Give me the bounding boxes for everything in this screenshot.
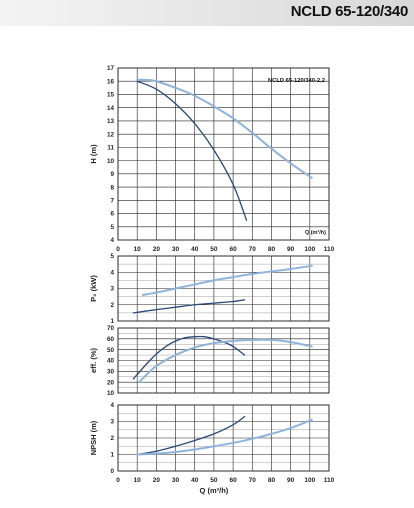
y-axis-label: P₂ (kW): [89, 275, 98, 302]
y-tick-label: 17: [107, 65, 115, 72]
series-line-dark: [136, 415, 246, 456]
y-tick-label: 13: [107, 118, 115, 125]
inner-x-label: Q (m³/h): [305, 229, 326, 236]
plot-frame: [117, 255, 330, 322]
series-line-light: [141, 264, 313, 296]
x-tick-label: 40: [191, 246, 199, 253]
plot-area: [118, 68, 329, 240]
power-chart: 1 2 3 4 5 P₂ (kW): [89, 253, 330, 325]
y-tick-label: 9: [110, 171, 114, 178]
y-tick-label: 1: [110, 318, 114, 325]
y-tick-label: 10: [107, 390, 115, 397]
x-tick-label: 50: [210, 246, 218, 253]
y-tick-label: 2: [110, 435, 114, 442]
y-tick-label: 14: [107, 105, 115, 112]
x-tick-label: 20: [153, 477, 161, 484]
y-tick-label: 60: [107, 336, 115, 343]
x-tick-label: 60: [229, 246, 237, 253]
y-tick-label: 16: [107, 78, 115, 85]
header-band: [0, 0, 414, 26]
x-tick-label: 0: [116, 246, 120, 253]
y-axis-label: NPSH (m): [89, 420, 98, 455]
model-title: NCLD 65-120/340: [290, 3, 409, 20]
x-tick-label: 30: [172, 477, 180, 484]
y-tick-label: 50: [107, 347, 115, 354]
y-tick-label: 4: [110, 237, 114, 244]
y-tick-label: 1: [110, 452, 114, 459]
x-tick-label: 30: [172, 246, 180, 253]
x-tick-label: 10: [134, 477, 142, 484]
y-tick-label: 5: [110, 224, 114, 231]
series-line-light: [136, 418, 313, 456]
x-tick-label: 90: [287, 477, 295, 484]
y-tick-label: 7: [110, 198, 114, 205]
x-tick-label: 70: [249, 477, 257, 484]
x-tick-label: 110: [324, 477, 335, 484]
y-tick-label: 30: [107, 369, 115, 376]
x-tick-label: 50: [210, 477, 218, 484]
plot-frame: [117, 404, 330, 472]
x-tick-label: 110: [324, 246, 335, 253]
y-tick-label: 11: [107, 145, 114, 152]
y-tick-label: 12: [107, 131, 115, 138]
y-tick-label: 20: [107, 379, 115, 386]
series-line-light: [136, 78, 313, 179]
y-tick-label: 70: [107, 325, 115, 332]
y-tick-label: 2: [110, 302, 114, 309]
y-tick-label: 6: [110, 211, 114, 218]
x-tick-label: 60: [229, 477, 237, 484]
x-tick-label: 80: [268, 477, 276, 484]
y-tick-label: 40: [107, 358, 115, 365]
x-tick-label: 80: [268, 246, 276, 253]
y-axis-label: H (m): [89, 144, 98, 164]
x-tick-label: 10: [134, 246, 142, 253]
y-tick-label: 4: [110, 269, 114, 276]
series-line-dark: [132, 299, 246, 314]
head-chart: 4 5 6 7 8 9 10 11 12 13 14 15 16 17 0 10 20 30 40 50 60 70 80 9…: [89, 65, 335, 253]
y-tick-label: 3: [110, 419, 114, 426]
x-tick-label: 100: [304, 477, 315, 484]
y-tick-label: 4: [110, 402, 114, 409]
x-tick-label: 70: [249, 246, 257, 253]
x-tick-label: 20: [153, 246, 161, 253]
x-tick-label: 90: [287, 246, 295, 253]
efficiency-chart: 10 20 30 40 50 60 70 eff. (%): [89, 325, 330, 397]
x-tick-label: 100: [304, 246, 315, 253]
x-axis-label: Q (m³/h): [200, 486, 229, 495]
plot-frame: [117, 67, 330, 241]
y-tick-label: 15: [107, 92, 115, 99]
series-line-light: [138, 338, 313, 384]
model-annotation: NCLD 65-120/340-2,2: [268, 78, 325, 84]
y-tick-label: 8: [110, 184, 114, 191]
y-tick-label: 3: [110, 286, 114, 293]
x-tick-label: 40: [191, 477, 199, 484]
x-tick-label: 0: [116, 477, 120, 484]
y-tick-label: 5: [110, 253, 114, 260]
y-tick-label: 10: [107, 158, 115, 165]
series-line-dark: [136, 80, 248, 221]
y-axis-label: eff. (%): [89, 348, 98, 374]
y-tick-label: 0: [110, 468, 114, 475]
plot-frame: [117, 327, 330, 394]
